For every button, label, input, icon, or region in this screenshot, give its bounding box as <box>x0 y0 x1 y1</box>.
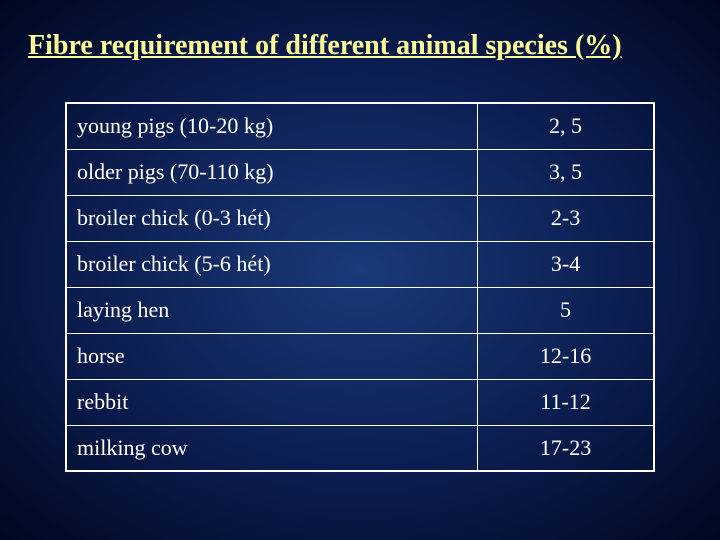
percent-cell: 17-23 <box>478 425 654 471</box>
slide-title: Fibre requirement of different animal sp… <box>20 30 700 62</box>
percent-cell: 11-12 <box>478 379 654 425</box>
species-cell: young pigs (10-20 kg) <box>66 103 478 149</box>
percent-cell: 3-4 <box>478 241 654 287</box>
percent-cell: 2-3 <box>478 195 654 241</box>
table-row: older pigs (70-110 kg) 3, 5 <box>66 149 654 195</box>
table-row: broiler chick (0-3 hét) 2-3 <box>66 195 654 241</box>
table-row: laying hen 5 <box>66 287 654 333</box>
species-cell: laying hen <box>66 287 478 333</box>
percent-cell: 5 <box>478 287 654 333</box>
table-row: young pigs (10-20 kg) 2, 5 <box>66 103 654 149</box>
percent-cell: 2, 5 <box>478 103 654 149</box>
table-row: horse 12-16 <box>66 333 654 379</box>
percent-cell: 12-16 <box>478 333 654 379</box>
slide: Fibre requirement of different animal sp… <box>0 0 720 540</box>
species-cell: milking cow <box>66 425 478 471</box>
fibre-table: young pigs (10-20 kg) 2, 5 older pigs (7… <box>65 102 655 472</box>
species-cell: horse <box>66 333 478 379</box>
species-cell: broiler chick (5-6 hét) <box>66 241 478 287</box>
species-cell: rebbit <box>66 379 478 425</box>
table-row: milking cow 17-23 <box>66 425 654 471</box>
species-cell: broiler chick (0-3 hét) <box>66 195 478 241</box>
table-container: young pigs (10-20 kg) 2, 5 older pigs (7… <box>65 102 655 472</box>
table-row: broiler chick (5-6 hét) 3-4 <box>66 241 654 287</box>
species-cell: older pigs (70-110 kg) <box>66 149 478 195</box>
percent-cell: 3, 5 <box>478 149 654 195</box>
table-row: rebbit 11-12 <box>66 379 654 425</box>
table-body: young pigs (10-20 kg) 2, 5 older pigs (7… <box>66 103 654 471</box>
